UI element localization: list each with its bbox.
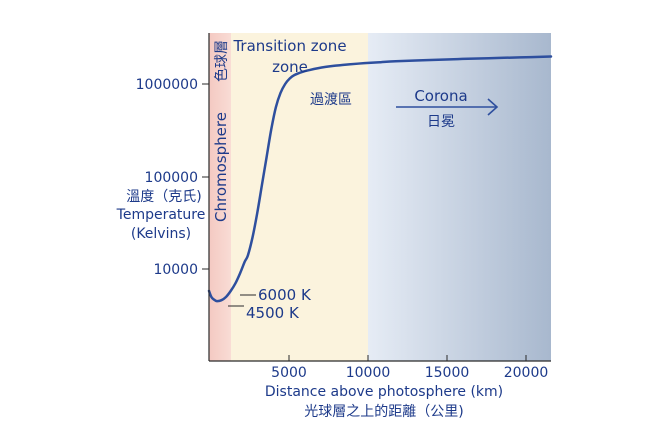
chromosphere-label: Chromosphere bbox=[212, 112, 230, 222]
chromosphere-region bbox=[209, 33, 231, 361]
y-axis-title-cjk: 溫度（克氏) bbox=[126, 189, 201, 205]
x-axis-title-cjk: 光球層之上的距離（公里) bbox=[304, 403, 463, 420]
chromosphere-label-cjk: 色球層 bbox=[213, 40, 230, 82]
x-tick-label-10000: 10000 bbox=[346, 365, 391, 381]
annotation-4500k: 4500 K bbox=[246, 304, 300, 322]
corona-label: Corona bbox=[414, 87, 467, 105]
x-tick-label-15000: 15000 bbox=[425, 365, 470, 381]
corona-arrow-head bbox=[487, 98, 499, 116]
y-tick-label-10000: 10000 bbox=[153, 262, 198, 278]
x-axis-title: Distance above photosphere (km) bbox=[265, 384, 503, 400]
transition-zone-label: Transition zone bbox=[232, 37, 346, 55]
y-tick-label-1000000: 1000000 bbox=[136, 77, 198, 93]
transition-zone-label-line2: zone bbox=[272, 58, 308, 76]
transition-zone-label-cjk: 過渡區 bbox=[310, 92, 352, 108]
annotation-6000k: 6000 K bbox=[258, 286, 312, 304]
y-tick-label-100000: 100000 bbox=[145, 170, 198, 186]
x-tick-label-20000: 20000 bbox=[504, 365, 549, 381]
corona-label-cjk: 日冕 bbox=[427, 114, 455, 130]
y-axis-title-line2: (Kelvins) bbox=[131, 226, 191, 242]
corona-region bbox=[368, 33, 551, 361]
x-tick-label-5000: 5000 bbox=[271, 365, 307, 381]
temperature-curve bbox=[207, 55, 553, 303]
transition-region bbox=[231, 33, 368, 361]
y-axis-title-line1: Temperature bbox=[116, 207, 206, 223]
